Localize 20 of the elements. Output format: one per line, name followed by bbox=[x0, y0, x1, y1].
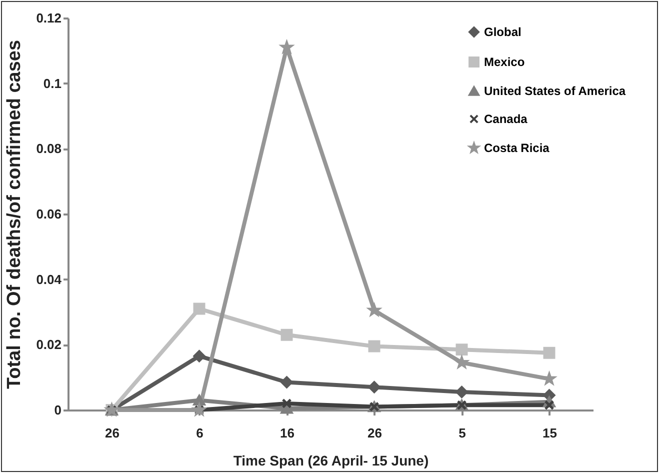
y-tick-label: 0.08 bbox=[36, 141, 62, 156]
x-tick-label: 5 bbox=[458, 426, 466, 440]
legend-label: Costa Ricia bbox=[484, 141, 550, 155]
legend-label: United States of America bbox=[484, 84, 626, 98]
x-tick-label: 26 bbox=[368, 426, 382, 440]
x-axis-title: Time Span (26 April- 15 June) bbox=[233, 452, 429, 468]
legend-label: Global bbox=[484, 25, 522, 39]
x-tick-label: 26 bbox=[105, 426, 120, 440]
y-tick-label: 0.1 bbox=[43, 76, 62, 91]
x-tick-label: 16 bbox=[280, 426, 294, 440]
y-tick-label: 0 bbox=[54, 402, 62, 418]
y-tick-label: 0.04 bbox=[36, 272, 62, 287]
y-tick-label: 0.06 bbox=[36, 206, 62, 222]
legend-label: Canada bbox=[484, 112, 528, 126]
x-tick-label: 15 bbox=[542, 426, 557, 440]
y-tick-label: 0.02 bbox=[36, 337, 62, 352]
legend-label: Mexico bbox=[484, 55, 525, 69]
y-tick-label: 0.12 bbox=[36, 10, 62, 26]
y-axis-title: Total no. Of deaths/of confirmed cases bbox=[4, 40, 26, 390]
x-tick-label: 6 bbox=[196, 426, 204, 440]
